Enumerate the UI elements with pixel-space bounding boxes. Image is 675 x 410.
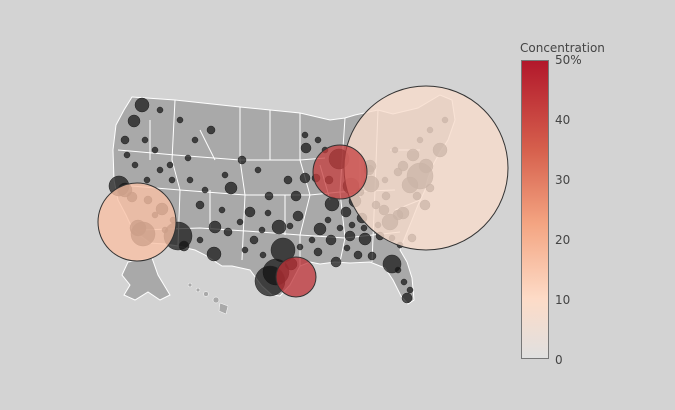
colorbar-title: Concentration xyxy=(520,41,605,55)
city-marker xyxy=(343,244,351,252)
city-marker xyxy=(264,191,274,201)
city-marker xyxy=(134,97,150,113)
city-marker xyxy=(131,161,139,169)
city-marker xyxy=(401,292,413,304)
city-marker xyxy=(348,221,356,229)
city-marker xyxy=(254,166,262,174)
city-marker xyxy=(313,222,327,236)
city-marker xyxy=(271,219,287,235)
city-marker xyxy=(123,151,131,159)
colorbar-tick-20: 20 xyxy=(555,233,571,247)
city-marker xyxy=(292,210,304,222)
city-marker xyxy=(301,131,309,139)
city-marker xyxy=(340,206,352,218)
city-marker xyxy=(224,181,238,195)
city-marker xyxy=(313,247,323,257)
city-marker xyxy=(237,155,247,165)
city-marker xyxy=(344,230,356,242)
city-marker xyxy=(400,278,408,286)
city-marker xyxy=(127,114,141,128)
city-marker xyxy=(324,216,332,224)
colorbar xyxy=(521,60,549,359)
city-marker xyxy=(358,232,372,246)
city-marker xyxy=(249,235,259,245)
city-marker xyxy=(314,136,322,144)
city-marker xyxy=(325,234,337,246)
city-marker xyxy=(367,251,377,261)
city-marker xyxy=(206,125,216,135)
city-marker xyxy=(360,224,368,232)
city-marker xyxy=(201,186,209,194)
city-marker xyxy=(141,136,149,144)
city-marker xyxy=(166,161,174,169)
bubble-california xyxy=(97,182,177,262)
city-marker xyxy=(218,206,226,214)
colorbar-tick-40: 40 xyxy=(555,113,571,127)
city-marker xyxy=(308,236,316,244)
city-marker xyxy=(151,146,159,154)
city-marker xyxy=(236,218,244,226)
city-marker xyxy=(191,136,199,144)
city-marker xyxy=(300,142,312,154)
city-marker xyxy=(156,106,164,114)
city-marker xyxy=(196,236,204,244)
city-marker xyxy=(296,243,304,251)
city-marker xyxy=(299,172,311,184)
city-marker xyxy=(206,246,222,262)
city-marker xyxy=(406,286,414,294)
city-marker xyxy=(353,250,363,260)
city-marker xyxy=(259,251,267,259)
city-marker xyxy=(178,240,190,252)
city-marker xyxy=(168,176,176,184)
city-marker xyxy=(156,166,164,174)
bubble-midwest xyxy=(312,144,368,200)
city-marker xyxy=(176,116,184,124)
city-marker xyxy=(223,227,233,237)
colorbar-tick-10: 10 xyxy=(555,293,571,307)
city-marker xyxy=(286,222,294,230)
concentration-bubbles xyxy=(97,85,509,298)
city-marker xyxy=(336,224,344,232)
city-marker xyxy=(221,171,229,179)
bubble-northeast xyxy=(343,85,509,251)
city-marker xyxy=(120,135,130,145)
hawaii xyxy=(187,282,229,315)
city-marker xyxy=(264,209,272,217)
city-marker xyxy=(184,154,192,162)
city-marker xyxy=(208,220,222,234)
bubble-texas xyxy=(275,256,317,298)
colorbar-tick-50: 50% xyxy=(555,53,582,67)
colorbar-tick-0: 0 xyxy=(555,353,563,367)
city-marker xyxy=(394,266,402,274)
city-marker xyxy=(143,176,151,184)
alaska xyxy=(121,257,171,301)
city-marker xyxy=(241,246,249,254)
city-marker xyxy=(290,190,302,202)
city-marker xyxy=(283,175,293,185)
colorbar-tick-30: 30 xyxy=(555,173,571,187)
city-marker xyxy=(244,206,256,218)
city-marker xyxy=(195,200,205,210)
city-marker xyxy=(186,176,194,184)
city-marker xyxy=(330,256,342,268)
city-marker xyxy=(258,226,266,234)
